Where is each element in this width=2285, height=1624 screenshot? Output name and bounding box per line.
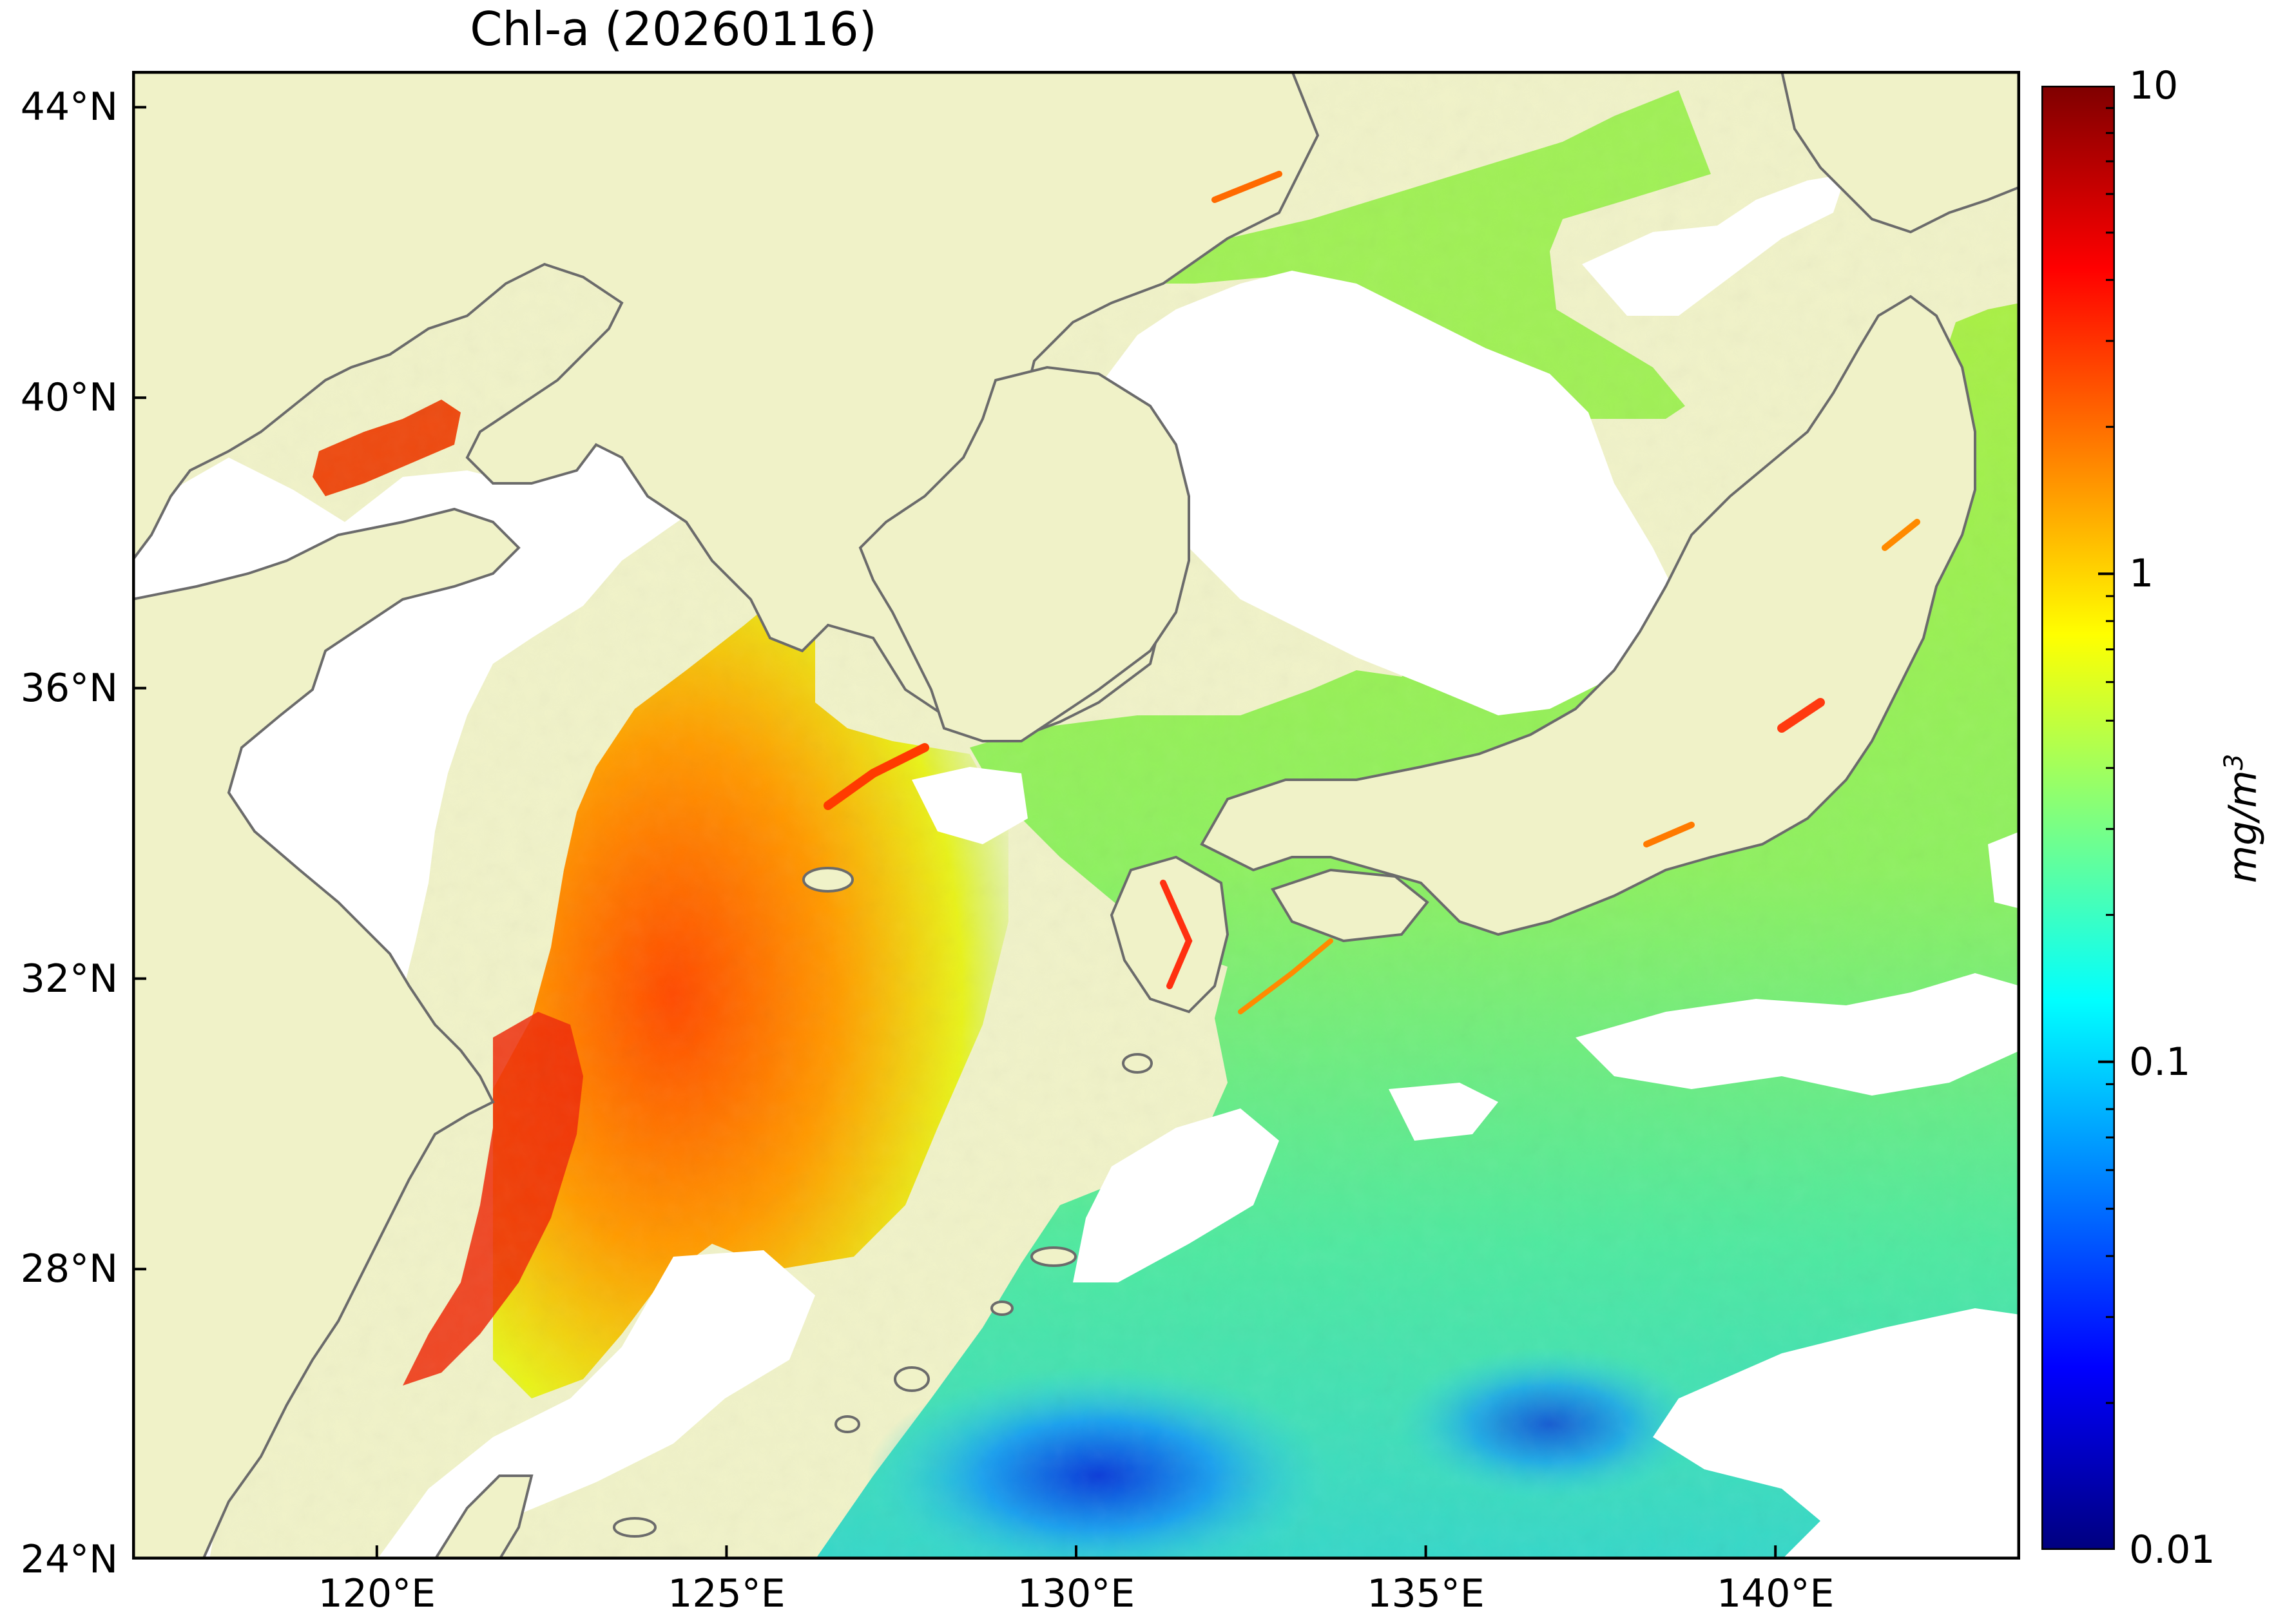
- colorbar-tick-label: 0.01: [2129, 1527, 2215, 1572]
- lat-tick-label: 28°N: [20, 1246, 118, 1292]
- longitude-ticks: [375, 1545, 1777, 1560]
- lon-tick-label: 135°E: [1367, 1571, 1485, 1616]
- colorbar: [2041, 86, 2115, 1550]
- colorbar-tick-label: 10: [2129, 63, 2179, 108]
- lon-tick-label: 125°E: [668, 1571, 786, 1616]
- chlorophyll-map: [132, 71, 2020, 1560]
- colorbar-unit-label: mg/m3: [2219, 753, 2266, 884]
- lat-tick-label: 32°N: [20, 956, 118, 1001]
- colorbar-ticks: [2098, 86, 2115, 1550]
- land-masses: [132, 71, 2020, 1560]
- lon-tick-label: 130°E: [1017, 1571, 1135, 1616]
- lat-tick-label: 36°N: [20, 665, 118, 711]
- colorbar-gradient: [2041, 86, 2115, 1550]
- colorbar-tick-label: 1: [2129, 551, 2154, 597]
- lon-tick-label: 140°E: [1716, 1571, 1835, 1616]
- lat-tick-label: 40°N: [20, 375, 118, 421]
- lat-tick-label: 24°N: [20, 1537, 118, 1582]
- latitude-ticks: [132, 106, 146, 1560]
- coastal-high-chl: [824, 171, 1920, 1014]
- lat-tick-label: 44°N: [20, 84, 118, 130]
- map-title: Chl-a (20260116): [470, 2, 877, 56]
- colorbar-tick-label: 0.1: [2129, 1039, 2191, 1085]
- lon-tick-label: 120°E: [318, 1571, 436, 1616]
